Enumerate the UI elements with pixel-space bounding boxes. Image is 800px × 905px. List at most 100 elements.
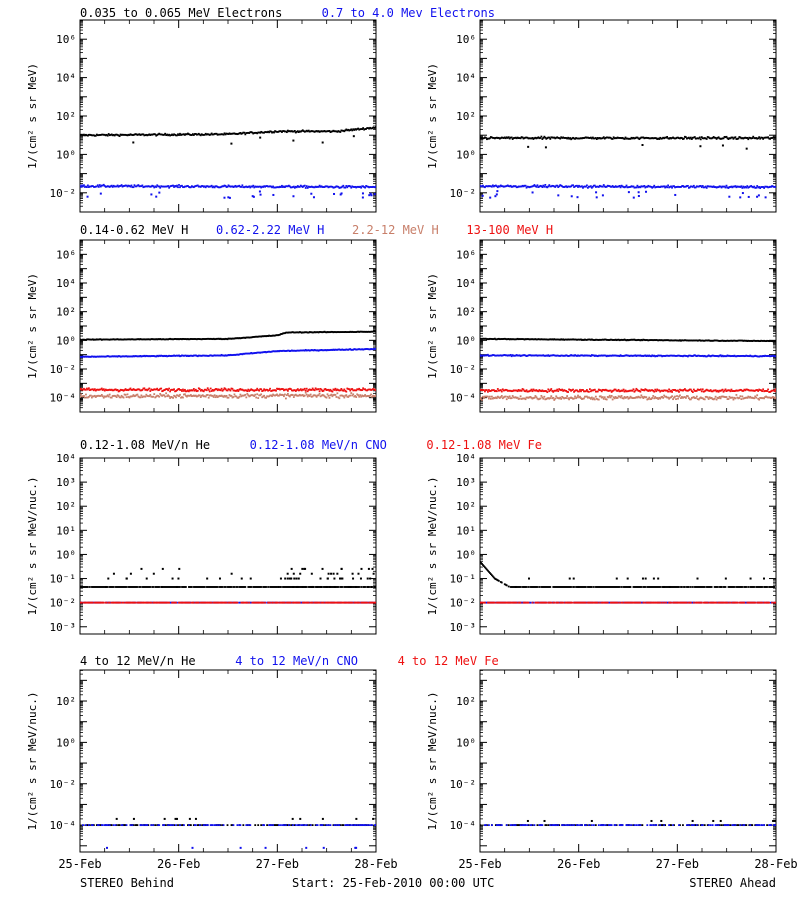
data-point bbox=[594, 399, 596, 401]
data-point bbox=[230, 143, 232, 145]
data-point bbox=[655, 390, 657, 392]
data-point bbox=[313, 196, 315, 198]
data-point bbox=[165, 392, 167, 394]
data-point bbox=[735, 136, 737, 138]
data-point bbox=[595, 191, 597, 193]
data-point bbox=[554, 398, 556, 400]
data-point bbox=[706, 138, 708, 140]
data-point bbox=[121, 184, 123, 186]
data-point bbox=[304, 388, 306, 390]
panel-title-row3-0: 0.12-1.08 MeV/n He bbox=[80, 438, 210, 452]
data-point bbox=[543, 186, 545, 188]
data-point bbox=[318, 388, 320, 390]
data-point bbox=[265, 586, 267, 588]
data-point bbox=[557, 194, 559, 196]
data-point bbox=[730, 390, 732, 392]
data-point bbox=[695, 397, 697, 399]
data-point bbox=[642, 144, 644, 146]
data-point bbox=[692, 391, 694, 393]
data-point bbox=[637, 185, 639, 187]
data-point bbox=[577, 395, 579, 397]
data-point bbox=[678, 391, 680, 393]
data-point bbox=[628, 191, 630, 193]
data-point bbox=[536, 186, 538, 188]
data-point bbox=[645, 191, 647, 193]
data-point bbox=[610, 397, 612, 399]
data-point bbox=[306, 388, 308, 390]
data-point bbox=[487, 396, 489, 398]
y-tick-label: 10⁴ bbox=[456, 72, 476, 85]
data-point bbox=[645, 396, 647, 398]
data-point bbox=[332, 391, 334, 393]
data-point bbox=[340, 193, 342, 195]
data-point bbox=[113, 586, 115, 588]
data-point bbox=[679, 395, 681, 397]
data-point bbox=[326, 397, 328, 399]
data-point bbox=[241, 184, 243, 186]
data-point bbox=[537, 184, 539, 186]
data-point bbox=[596, 196, 598, 198]
data-point bbox=[319, 390, 321, 392]
panel-title-row2-0: 0.14-0.62 MeV H bbox=[80, 223, 188, 237]
data-point bbox=[306, 185, 308, 187]
y-tick-label: 10² bbox=[56, 500, 76, 513]
data-point bbox=[260, 388, 262, 390]
data-point bbox=[748, 196, 750, 198]
data-point bbox=[576, 396, 578, 398]
data-point bbox=[725, 187, 727, 189]
y-tick-label: 10⁴ bbox=[456, 277, 476, 290]
data-point bbox=[257, 397, 259, 399]
data-point bbox=[532, 191, 534, 193]
data-point bbox=[753, 397, 755, 399]
data-point bbox=[608, 396, 610, 398]
data-point bbox=[666, 186, 668, 188]
data-point bbox=[322, 142, 324, 144]
data-point bbox=[304, 395, 306, 397]
data-point bbox=[736, 394, 738, 396]
data-point bbox=[765, 196, 767, 198]
data-point bbox=[546, 391, 548, 393]
series-0-035-to-0-065-mev-electrons bbox=[479, 136, 777, 150]
data-point bbox=[158, 586, 160, 588]
data-point bbox=[285, 398, 287, 400]
y-tick-label: 10⁻¹ bbox=[50, 573, 77, 586]
data-point bbox=[722, 144, 724, 146]
data-point bbox=[520, 395, 522, 397]
data-point bbox=[265, 397, 267, 399]
data-point bbox=[246, 390, 248, 392]
data-point bbox=[85, 394, 87, 396]
data-point bbox=[612, 138, 614, 140]
data-point bbox=[250, 586, 252, 588]
data-point bbox=[139, 586, 141, 588]
data-point bbox=[293, 396, 295, 398]
y-tick-label: 10⁶ bbox=[456, 33, 476, 46]
data-point bbox=[577, 196, 579, 198]
data-point bbox=[700, 138, 702, 140]
data-point bbox=[662, 397, 664, 399]
panel-title-row3-1: 0.12-1.08 MeV/n CNO bbox=[250, 438, 387, 452]
data-point bbox=[336, 396, 338, 398]
data-point bbox=[594, 389, 596, 391]
data-point bbox=[640, 394, 642, 396]
data-point bbox=[651, 397, 653, 399]
data-point bbox=[543, 396, 545, 398]
data-point bbox=[245, 396, 247, 398]
data-point bbox=[740, 185, 742, 187]
data-point bbox=[252, 195, 254, 197]
data-point bbox=[519, 398, 521, 400]
y-tick-label: 10⁴ bbox=[56, 72, 76, 85]
data-point bbox=[133, 186, 135, 188]
data-point bbox=[621, 395, 623, 397]
data-point bbox=[693, 185, 695, 187]
data-point bbox=[667, 185, 669, 187]
data-point bbox=[173, 388, 175, 390]
data-point bbox=[345, 391, 347, 393]
y-tick-label: 10⁻² bbox=[450, 363, 477, 376]
data-point bbox=[674, 194, 676, 196]
data-point bbox=[111, 397, 113, 399]
series-0-14-0-62-mev-h bbox=[479, 338, 777, 342]
data-point bbox=[287, 390, 289, 392]
data-point bbox=[708, 398, 710, 400]
y-tick-label: 10⁶ bbox=[56, 248, 76, 261]
